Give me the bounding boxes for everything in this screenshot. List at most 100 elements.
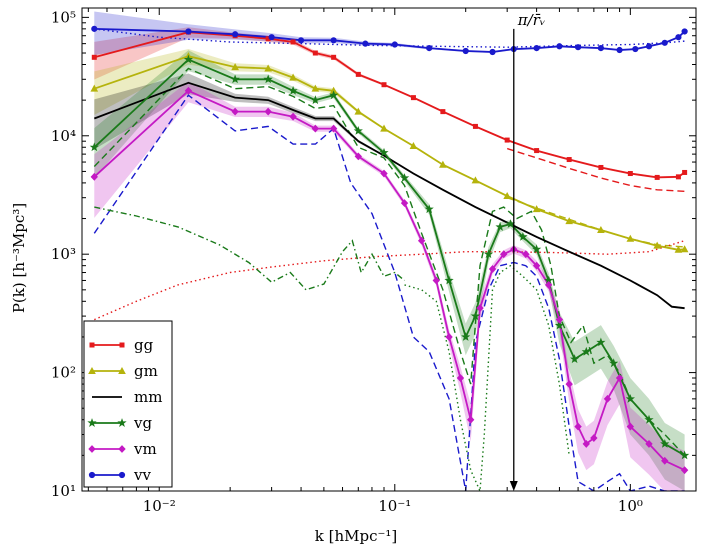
data-point-vm xyxy=(417,236,426,245)
data-point-gg xyxy=(598,164,604,170)
data-point-vm xyxy=(456,374,465,382)
data-point-vg xyxy=(353,126,363,135)
data-point-gg xyxy=(472,123,478,129)
data-point-vv xyxy=(426,45,433,52)
data-point-gm xyxy=(471,176,480,184)
data-point-vg xyxy=(581,346,591,356)
data-point-gg xyxy=(410,95,416,101)
reference-curve-vm-dashed-blue xyxy=(93,94,685,491)
legend-label-vg: vg xyxy=(133,414,152,432)
data-point-vm xyxy=(532,261,541,270)
data-point-vm xyxy=(615,374,624,382)
x-tick-label: 10⁻² xyxy=(143,497,176,515)
data-point-gm xyxy=(354,107,363,115)
data-point-gm xyxy=(653,241,662,249)
data-point-vg xyxy=(680,450,690,460)
reference-curve-vv-dotted xyxy=(94,28,685,48)
data-point-vv xyxy=(681,28,688,35)
data-point-vg xyxy=(495,221,505,231)
reference-curve-gm-dashed xyxy=(506,197,685,248)
annotation-arrowhead xyxy=(509,481,518,491)
data-point-gg xyxy=(654,174,660,180)
data-point-vv xyxy=(574,44,582,51)
data-point-vm xyxy=(184,86,193,95)
data-point-vv xyxy=(185,28,192,35)
legend-marker-vv xyxy=(88,471,96,479)
legend-marker-vm xyxy=(88,445,96,453)
data-point-gm xyxy=(409,141,418,149)
data-point-vg xyxy=(379,147,389,157)
data-point-vv xyxy=(462,47,469,55)
data-point-vv xyxy=(556,43,563,50)
data-point-gm xyxy=(439,160,447,168)
data-point-vv xyxy=(391,41,398,48)
data-point-vm xyxy=(522,250,530,259)
legend-marker-gg xyxy=(119,342,125,348)
series-line-vm xyxy=(93,89,685,471)
data-point-vv xyxy=(645,43,653,50)
data-point-vg xyxy=(263,74,273,84)
data-point-vm xyxy=(445,333,453,341)
data-point-gg xyxy=(331,54,337,60)
data-point-vv xyxy=(616,46,623,54)
data-point-vm xyxy=(476,304,484,313)
data-point-gm xyxy=(597,225,605,234)
data-point-vm xyxy=(432,276,440,285)
data-point-gm xyxy=(289,73,297,81)
data-point-vm xyxy=(488,265,497,273)
series-line-mm xyxy=(93,81,685,310)
legend-label-gm: gm xyxy=(134,362,158,380)
data-point-vm xyxy=(680,466,689,475)
y-axis-label: P(k) [h⁻³Mpc³] xyxy=(10,203,28,313)
data-point-gm xyxy=(264,64,272,72)
data-point-vg xyxy=(329,90,339,100)
data-point-vm xyxy=(565,380,573,388)
data-point-vg xyxy=(531,244,542,254)
data-point-vm xyxy=(311,124,320,133)
band-mm xyxy=(94,73,685,310)
data-point-vm xyxy=(500,250,508,259)
data-point-vv xyxy=(268,34,275,41)
x-tick-label: 10⁰ xyxy=(618,497,643,515)
data-point-gg xyxy=(534,148,540,154)
x-tick-label: 10⁻¹ xyxy=(378,497,411,515)
y-tick-label: 10³ xyxy=(51,245,76,263)
data-point-gg xyxy=(381,82,387,88)
data-point-gg xyxy=(627,171,633,177)
legend-label-mm: mm xyxy=(134,388,162,406)
y-tick-label: 10² xyxy=(51,364,76,382)
data-point-vv xyxy=(297,37,305,44)
data-point-vm xyxy=(582,439,590,448)
annotation-label: π/r̄ᵥ xyxy=(517,11,546,29)
data-point-vv xyxy=(362,40,369,47)
data-point-vv xyxy=(330,37,337,44)
data-point-gg xyxy=(290,39,296,45)
legend-marker-vg xyxy=(117,418,127,428)
series-line-gm xyxy=(94,55,685,251)
data-point-vg xyxy=(461,332,471,341)
data-point-vg xyxy=(505,219,516,228)
data-point-gg xyxy=(682,169,688,175)
data-point-vg xyxy=(399,173,410,182)
y-tick-label: 10¹ xyxy=(51,482,76,500)
data-point-vm xyxy=(354,152,362,161)
legend-marker-gm xyxy=(88,366,96,374)
data-point-vg xyxy=(518,232,528,241)
x-axis-label: k [hMpc⁻¹] xyxy=(315,527,398,545)
data-point-vm xyxy=(544,280,553,289)
data-point-vv xyxy=(675,34,682,41)
data-point-vg xyxy=(470,311,481,321)
legend-marker-vm xyxy=(118,445,126,453)
data-point-vm xyxy=(603,394,612,403)
data-point-vg xyxy=(644,414,654,424)
reference-curve-gg-dotted xyxy=(94,240,685,321)
data-point-vg xyxy=(625,394,635,403)
legend-box xyxy=(83,320,173,488)
data-point-vm xyxy=(645,439,653,448)
data-point-gm xyxy=(674,245,683,253)
y-tick-label: 10⁵ xyxy=(51,8,76,26)
legend-marker-vv xyxy=(118,471,126,479)
data-point-vg xyxy=(660,439,670,448)
data-point-gm xyxy=(90,84,99,92)
